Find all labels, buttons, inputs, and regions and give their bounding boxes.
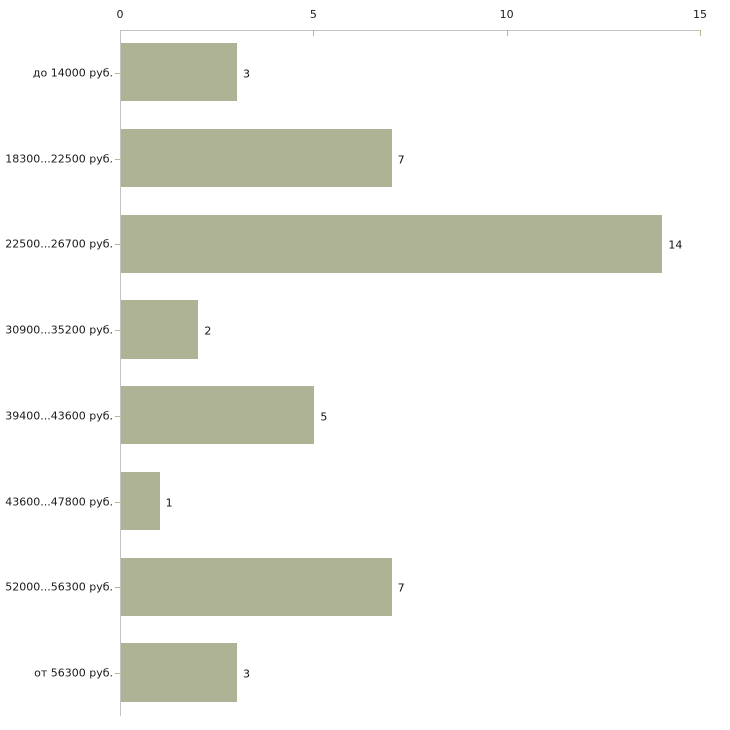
bar-value-label: 2 xyxy=(204,324,212,338)
bar-value-label: 14 xyxy=(668,238,683,252)
bar-band: 1 xyxy=(121,460,700,546)
bar-band: 5 xyxy=(121,374,700,460)
bar-value-label: 1 xyxy=(165,496,173,510)
bar-band: 3 xyxy=(121,631,700,717)
category-label: 22500...26700 руб. xyxy=(5,237,113,251)
bar-value-label: 7 xyxy=(397,581,405,595)
y-axis-tick xyxy=(115,244,120,246)
category-label: 52000...56300 руб. xyxy=(5,580,113,594)
y-axis-tick xyxy=(115,72,120,74)
bar[interactable] xyxy=(121,386,315,445)
category-label: от 56300 руб. xyxy=(34,666,113,680)
bar[interactable] xyxy=(121,214,663,273)
bar-band: 2 xyxy=(121,288,700,374)
category-label: 39400...43600 руб. xyxy=(5,409,113,423)
bar[interactable] xyxy=(121,300,199,359)
bar-value-label: 5 xyxy=(320,410,328,424)
bar-band: 7 xyxy=(121,546,700,632)
x-axis-tick-label: 5 xyxy=(309,8,317,21)
bar[interactable] xyxy=(121,43,237,102)
category-label: 18300...22500 руб. xyxy=(5,152,113,166)
bar[interactable] xyxy=(121,471,160,531)
bar-band: 7 xyxy=(121,117,700,203)
bar-band: 3 xyxy=(121,31,700,117)
bar[interactable] xyxy=(121,128,392,188)
bar-value-label: 7 xyxy=(397,153,405,167)
bar-value-label: 3 xyxy=(243,667,250,681)
y-axis-tick xyxy=(115,415,120,417)
x-axis-tick-label: 15 xyxy=(693,8,707,21)
category-label: 43600...47800 руб. xyxy=(5,495,113,509)
category-label: до 14000 руб. xyxy=(32,66,113,80)
y-axis-tick xyxy=(115,587,120,589)
bar-value-label: 3 xyxy=(243,67,250,81)
bar[interactable] xyxy=(121,643,237,702)
plot-area: 3 7 14 2 5 1 7 3 xyxy=(121,31,700,716)
category-label: 30900...35200 руб. xyxy=(5,323,113,337)
bar-band: 14 xyxy=(121,203,700,289)
x-axis-tick xyxy=(700,30,701,36)
y-axis-tick xyxy=(115,330,120,332)
x-axis: 0 5 10 15 xyxy=(117,8,707,36)
x-axis-tick-label: 10 xyxy=(499,8,514,21)
y-axis-tick xyxy=(115,158,120,160)
x-axis-tick xyxy=(506,30,508,36)
y-axis-tick xyxy=(115,673,120,675)
bar[interactable] xyxy=(121,557,392,616)
x-axis-tick xyxy=(313,30,315,36)
y-axis-tick xyxy=(115,501,120,503)
x-axis-tick-label: 0 xyxy=(116,8,124,21)
y-axis xyxy=(115,30,121,716)
